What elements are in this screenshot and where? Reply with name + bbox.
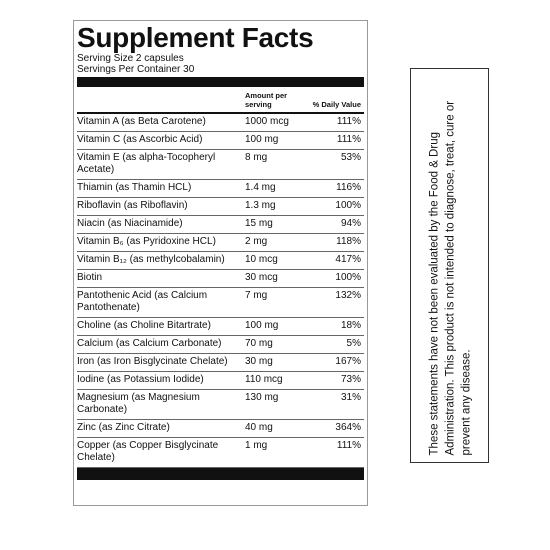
nutrient-name: Thiamin (as Thamin HCL): [77, 179, 245, 198]
nutrient-row: Vitamin B₆ (as Pyridoxine HCL) 2 mg 118%: [77, 233, 364, 252]
daily-value: 111%: [307, 113, 364, 132]
daily-value: 417%: [307, 251, 364, 270]
nutrient-name: Calcium (as Calcium Carbonate): [77, 335, 245, 354]
daily-value: 167%: [307, 353, 364, 372]
name-header: [77, 87, 245, 114]
nutrient-name: Niacin (as Niacinamide): [77, 215, 245, 234]
nutrient-row: Choline (as Choline Bitartrate) 100 mg 18%: [77, 317, 364, 336]
supplement-facts-label: Supplement Facts Serving Size 2 capsules…: [73, 20, 368, 506]
dv-header: % Daily Value: [307, 87, 364, 114]
amount: 110 mcg: [245, 371, 307, 390]
amount-header: Amount per serving: [245, 87, 307, 114]
nutrient-row: Niacin (as Niacinamide) 15 mg 94%: [77, 215, 364, 234]
amount: 7 mg: [245, 287, 307, 318]
servings-per-container: Servings Per Container 30: [77, 64, 195, 75]
nutrient-name: Vitamin A (as Beta Carotene): [77, 113, 245, 132]
amount: 100 mg: [245, 317, 307, 336]
nutrient-name: Copper (as Copper Bisglycinate Chelate): [77, 437, 245, 468]
nutrient-row: Calcium (as Calcium Carbonate) 70 mg 5%: [77, 335, 364, 354]
nutrient-name: Iodine (as Potassium Iodide): [77, 371, 245, 390]
nutrient-row: Vitamin C (as Ascorbic Acid) 100 mg 111%: [77, 131, 364, 150]
amount: 1.3 mg: [245, 197, 307, 216]
nutrient-row: Iodine (as Potassium Iodide) 110 mcg 73%: [77, 371, 364, 390]
nutrient-row: Vitamin B₁₂ (as methylcobalamin) 10 mcg 41…: [77, 251, 364, 270]
nutrient-table: Amount per serving % Daily Value Vitamin…: [77, 87, 364, 468]
divider-bar: [77, 77, 364, 87]
daily-value: 364%: [307, 419, 364, 438]
disclaimer: These statements have not been evaluated…: [412, 76, 489, 456]
nutrient-row: Thiamin (as Thamin HCL) 1.4 mg 116%: [77, 179, 364, 198]
amount: 10 mcg: [245, 251, 307, 270]
nutrient-name: Magnesium (as Magnesium Carbonate): [77, 389, 245, 420]
daily-value: 94%: [307, 215, 364, 234]
nutrient-row: Riboflavin (as Riboflavin) 1.3 mg 100%: [77, 197, 364, 216]
amount: 130 mg: [245, 389, 307, 420]
daily-value: 5%: [307, 335, 364, 354]
nutrient-row: Vitamin A (as Beta Carotene) 1000 mcg 111%: [77, 113, 364, 132]
amount: 15 mg: [245, 215, 307, 234]
nutrient-name: Pantothenic Acid (as Calcium Pantothenat…: [77, 287, 245, 318]
daily-value: 73%: [307, 371, 364, 390]
amount: 30 mg: [245, 353, 307, 372]
daily-value: 118%: [307, 233, 364, 252]
nutrient-name: Vitamin B₆ (as Pyridoxine HCL): [77, 233, 245, 252]
nutrient-row: Biotin 30 mcg 100%: [77, 269, 364, 288]
nutrient-name: Biotin: [77, 269, 245, 288]
header-row: Amount per serving % Daily Value: [77, 87, 364, 114]
nutrient-row: Copper (as Copper Bisglycinate Chelate) 1…: [77, 437, 364, 468]
daily-value: 100%: [307, 269, 364, 288]
nutrient-name: Vitamin C (as Ascorbic Acid): [77, 131, 245, 150]
daily-value: 18%: [307, 317, 364, 336]
amount: 2 mg: [245, 233, 307, 252]
amount: 70 mg: [245, 335, 307, 354]
nutrient-name: Vitamin B₁₂ (as methylcobalamin): [77, 251, 245, 270]
disclaimer-text: These statements have not been evaluated…: [428, 100, 472, 456]
daily-value: 31%: [307, 389, 364, 420]
nutrient-name: Vitamin E (as alpha-Tocopheryl Acetate): [77, 149, 245, 180]
amount: 1 mg: [245, 437, 307, 468]
amount: 100 mg: [245, 131, 307, 150]
nutrient-name: Riboflavin (as Riboflavin): [77, 197, 245, 216]
nutrient-row: Pantothenic Acid (as Calcium Pantothenat…: [77, 287, 364, 318]
nutrient-row: Vitamin E (as alpha-Tocopheryl Acetate) 8…: [77, 149, 364, 180]
daily-value: 53%: [307, 149, 364, 180]
daily-value: 111%: [307, 437, 364, 468]
daily-value: 111%: [307, 131, 364, 150]
nutrient-name: Choline (as Choline Bitartrate): [77, 317, 245, 336]
daily-value: 100%: [307, 197, 364, 216]
amount: 30 mcg: [245, 269, 307, 288]
amount: 1000 mcg: [245, 113, 307, 132]
amount: 40 mg: [245, 419, 307, 438]
bottom-bar: [77, 468, 364, 480]
daily-value: 132%: [307, 287, 364, 318]
daily-value: 116%: [307, 179, 364, 198]
nutrient-row: Iron (as Iron Bisglycinate Chelate) 30 mg…: [77, 353, 364, 372]
amount: 8 mg: [245, 149, 307, 180]
nutrient-name: Zinc (as Zinc Citrate): [77, 419, 245, 438]
title: Supplement Facts: [77, 22, 314, 53]
nutrient-name: Iron (as Iron Bisglycinate Chelate): [77, 353, 245, 372]
amount: 1.4 mg: [245, 179, 307, 198]
disclaimer-box: These statements have not been evaluated…: [410, 68, 489, 463]
nutrient-row: Zinc (as Zinc Citrate) 40 mg 364%: [77, 419, 364, 438]
serving-size: Serving Size 2 capsules: [77, 53, 184, 64]
nutrient-row: Magnesium (as Magnesium Carbonate) 130 mg…: [77, 389, 364, 420]
